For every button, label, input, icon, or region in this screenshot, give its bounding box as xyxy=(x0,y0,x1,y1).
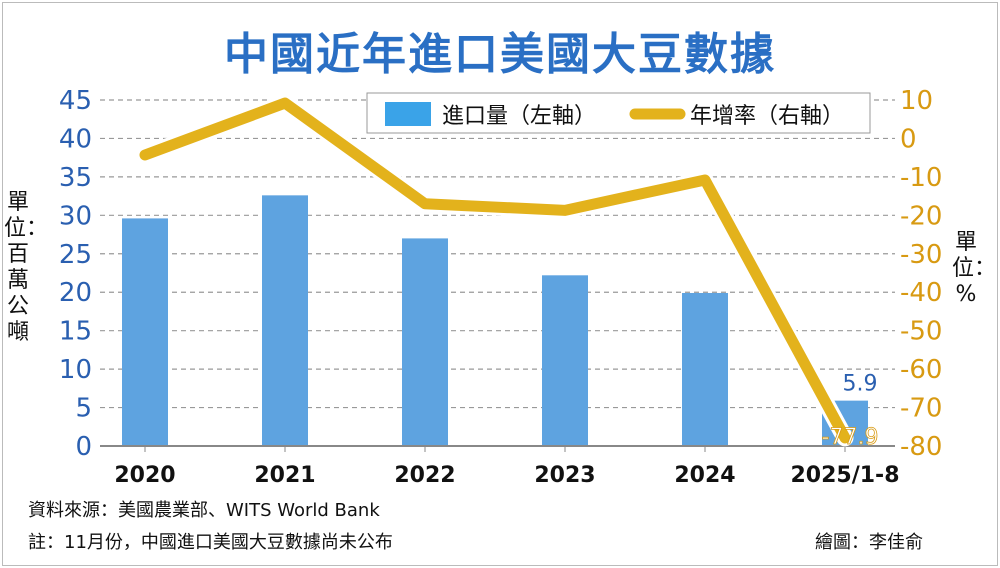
left-tick-label: 0 xyxy=(75,432,92,462)
right-tick-label: -70 xyxy=(900,394,942,424)
right-tick-label: -10 xyxy=(900,163,942,193)
right-tick-label: 0 xyxy=(900,124,917,154)
x-tick-label: 2020 xyxy=(114,463,175,488)
right-tick-label: -40 xyxy=(900,278,942,308)
x-tick-label: 2022 xyxy=(394,463,455,488)
line-point xyxy=(144,153,146,156)
right-tick-label: -80 xyxy=(900,432,942,462)
right-tick-label: -30 xyxy=(900,240,942,270)
x-tick-label: 2021 xyxy=(254,463,315,488)
credit: 繪圖：李佳俞 xyxy=(815,532,923,553)
right-tick-label: 10 xyxy=(900,86,933,116)
source-note: 資料來源：美國農業部、WITS World Bank xyxy=(28,500,380,521)
line-data-label: -77.9 xyxy=(822,425,879,450)
bar xyxy=(682,292,728,446)
legend-box xyxy=(366,92,871,134)
left-tick-label: 30 xyxy=(59,201,92,231)
left-tick-label: 35 xyxy=(59,163,92,193)
line-point xyxy=(704,178,706,181)
left-tick-label: 45 xyxy=(59,86,92,116)
left-tick-label: 10 xyxy=(59,355,92,385)
right-tick-label: -20 xyxy=(900,201,942,231)
left-tick-label: 15 xyxy=(59,317,92,347)
line-point xyxy=(284,102,286,105)
growth-rate-line xyxy=(139,97,851,444)
bar xyxy=(402,238,448,446)
left-tick-label: 5 xyxy=(75,394,92,424)
footnote: 註：11月份，中國進口美國大豆數據尚未公布 xyxy=(28,532,393,553)
bar xyxy=(122,218,168,446)
right-tick-label: -60 xyxy=(900,355,942,385)
line-outline xyxy=(136,94,854,447)
x-tick-label: 2024 xyxy=(674,463,735,488)
x-tick-label: 2023 xyxy=(534,463,595,488)
left-tick-label: 20 xyxy=(59,278,92,308)
bar xyxy=(262,195,308,446)
line-point xyxy=(844,436,846,439)
x-tick-label: 2025/1-8 xyxy=(790,463,899,488)
line-point xyxy=(424,202,426,205)
left-axis-label: 單位：百萬公噸 xyxy=(4,190,49,345)
legend-bar-swatch xyxy=(385,102,431,126)
left-tick-label: 40 xyxy=(59,124,92,154)
right-tick-label: -50 xyxy=(900,317,942,347)
legend-line-label: 年增率（右軸） xyxy=(690,104,844,129)
bar-data-label: 5.9 xyxy=(843,372,878,397)
line-point xyxy=(564,209,566,212)
bar xyxy=(542,275,588,446)
legend-bar-label: 進口量（左軸） xyxy=(442,104,596,129)
left-tick-label: 25 xyxy=(59,240,92,270)
chart-title: 中國近年進口美國大豆數據 xyxy=(224,29,776,80)
